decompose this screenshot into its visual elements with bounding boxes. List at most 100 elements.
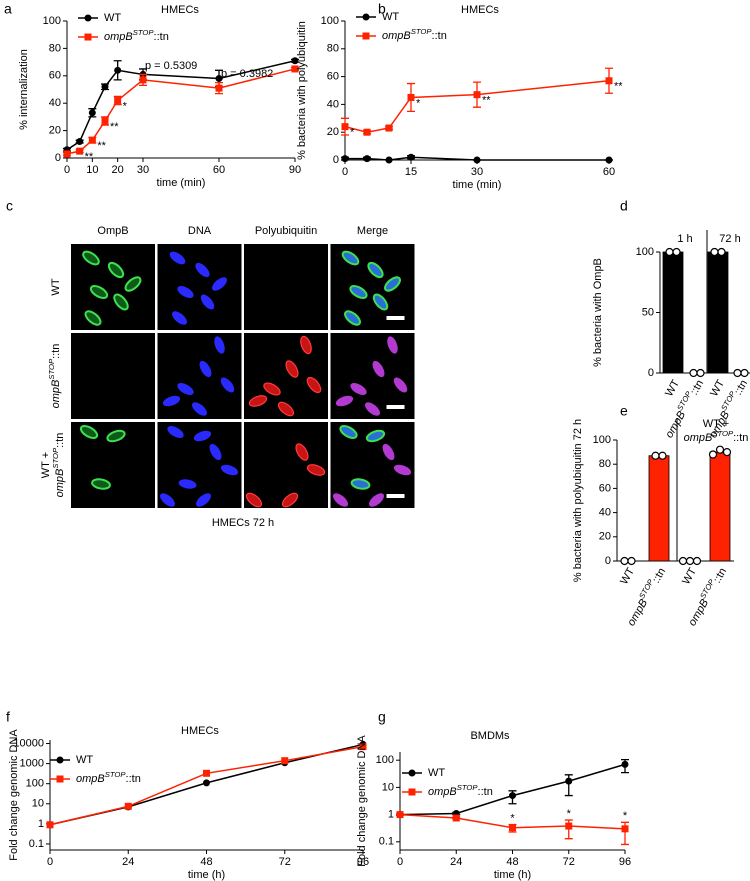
- bacterium: [349, 285, 368, 299]
- y-tick-label: 40: [599, 507, 611, 519]
- marker: [605, 77, 613, 85]
- legend-label: WT: [382, 11, 399, 23]
- y-tick-label: 80: [327, 43, 339, 55]
- bacterium: [339, 425, 358, 439]
- data-point: [696, 368, 705, 378]
- annotation: p = 0.5309: [145, 60, 197, 72]
- chart-title: HMECs: [181, 725, 219, 737]
- marker: [76, 147, 84, 155]
- bacterium: [82, 250, 100, 266]
- group-label: WT +: [703, 418, 729, 430]
- marker: [565, 777, 573, 785]
- chart-title: HMECs: [461, 4, 499, 16]
- marker: [473, 156, 481, 164]
- bacterium: [285, 360, 299, 378]
- y-tick-label: 100: [636, 246, 654, 258]
- y-tick-label: 1000: [20, 758, 44, 770]
- data-point: [685, 556, 695, 566]
- marker: [452, 814, 460, 822]
- bacterium: [212, 277, 227, 291]
- marker: [88, 136, 96, 144]
- panel-letter: c: [6, 198, 13, 214]
- bacterium: [124, 276, 142, 292]
- marker: [76, 138, 84, 146]
- bacterium: [195, 262, 210, 278]
- marker: [359, 743, 367, 751]
- marker: [621, 760, 629, 768]
- marker: [621, 825, 629, 833]
- data-point: [678, 556, 688, 566]
- label-part: ompB: [104, 31, 133, 43]
- micrograph: [244, 244, 328, 330]
- data-point: [651, 451, 660, 460]
- marker: [473, 91, 481, 99]
- bacterium: [178, 479, 197, 489]
- y-tick-label: 20: [49, 125, 61, 137]
- bacterium: [333, 493, 348, 507]
- bacterium: [196, 493, 211, 507]
- marker: [124, 802, 132, 810]
- bacterium: [263, 382, 281, 396]
- legend-label: ompBSTOP::tn: [76, 770, 141, 785]
- annotation: *: [567, 808, 572, 820]
- y-axis-title: % bacteria with OmpB: [592, 258, 604, 367]
- label-part: ::tn: [154, 31, 169, 43]
- column-header: DNA: [188, 225, 212, 237]
- data-point: [627, 556, 636, 566]
- data-point: [733, 368, 742, 378]
- legend-marker: [84, 33, 92, 41]
- x-tick-label: 20: [112, 164, 124, 176]
- annotation: **: [85, 151, 94, 163]
- x-tick-label: 48: [506, 856, 518, 868]
- x-tick-label: 90: [289, 164, 301, 176]
- bar: [662, 251, 684, 374]
- marker: [203, 779, 210, 787]
- data-point: [692, 556, 702, 566]
- label-part: ::tn: [50, 344, 62, 359]
- panel-letter: d: [620, 198, 628, 214]
- bacterium: [340, 426, 357, 438]
- bacterium: [160, 493, 175, 507]
- bar: [707, 251, 729, 374]
- marker: [396, 811, 404, 819]
- chart-title: HMECs: [161, 4, 199, 16]
- legend-label: ompBSTOP::tn: [428, 783, 493, 798]
- marker: [363, 128, 371, 136]
- annotation: **: [614, 81, 623, 93]
- annotation: *: [350, 127, 355, 139]
- legend-marker: [84, 14, 92, 22]
- marker: [63, 150, 71, 158]
- marker: [385, 156, 393, 164]
- marker: [385, 124, 393, 132]
- legend-label: WT: [104, 12, 121, 24]
- x-tick-label: 60: [213, 164, 225, 176]
- marker: [215, 75, 223, 83]
- label-part: ompB: [684, 432, 713, 444]
- y-tick-label: 10000: [13, 737, 44, 749]
- legend-marker: [56, 756, 64, 764]
- micrograph: [157, 244, 242, 330]
- y-tick-label: 1: [38, 818, 44, 830]
- marker: [341, 155, 349, 163]
- marker: [291, 65, 299, 73]
- label-part: ompB: [50, 380, 62, 409]
- y-axis-title: % bacteria with polyubiquitin: [296, 21, 308, 160]
- y-tick-label: 40: [327, 98, 339, 110]
- bacterium: [177, 383, 194, 395]
- bacterium: [245, 492, 263, 508]
- marker: [114, 66, 122, 74]
- y-tick-label: 20: [599, 531, 611, 543]
- bacterium: [89, 285, 109, 299]
- marker: [341, 123, 349, 131]
- data-point: [620, 556, 629, 566]
- marker: [114, 96, 122, 104]
- annotation: *: [510, 812, 515, 824]
- legend-label: WT: [428, 767, 445, 779]
- marker: [509, 824, 516, 832]
- bacterium: [300, 335, 312, 355]
- x-tick-label: 72: [279, 856, 291, 868]
- annotation: **: [110, 121, 119, 133]
- bacterium: [281, 492, 299, 508]
- annotation: **: [482, 95, 491, 107]
